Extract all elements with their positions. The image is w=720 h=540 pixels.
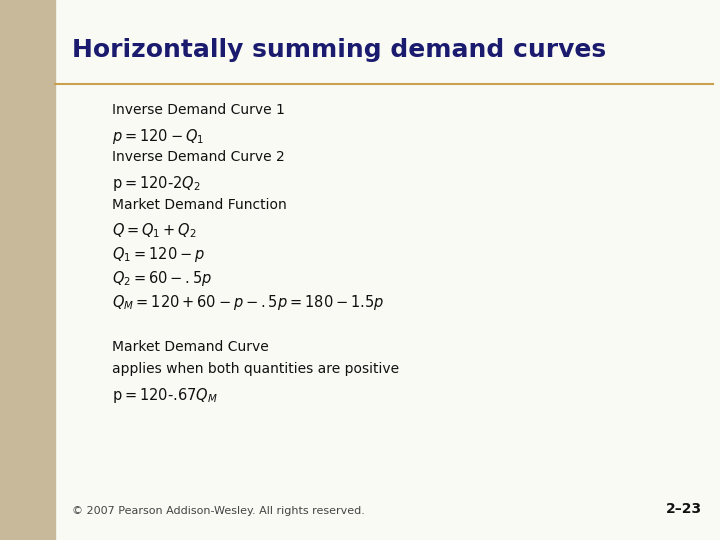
Text: applies when both quantities are positive: applies when both quantities are positiv… <box>112 362 399 376</box>
Text: $\mathrm{p} = 120\text{-}2Q_2$: $\mathrm{p} = 120\text{-}2Q_2$ <box>112 174 200 193</box>
Text: Market Demand Curve: Market Demand Curve <box>112 340 269 354</box>
Text: $p = 120 - Q_1$: $p = 120 - Q_1$ <box>112 127 204 146</box>
Text: $Q = Q_1 + Q_2$: $Q = Q_1 + Q_2$ <box>112 221 197 240</box>
Text: Inverse Demand Curve 2: Inverse Demand Curve 2 <box>112 150 284 164</box>
Bar <box>0 0 55 540</box>
Text: $Q_1 = 120 - p$: $Q_1 = 120 - p$ <box>112 245 204 264</box>
Text: $Q_2 = 60 - .5p$: $Q_2 = 60 - .5p$ <box>112 269 212 288</box>
Text: $Q_M = 120+60-p-.5p = 180-1.5p$: $Q_M = 120+60-p-.5p = 180-1.5p$ <box>112 293 384 312</box>
Text: $\mathrm{p} = 120\text{-.}67Q_M$: $\mathrm{p} = 120\text{-.}67Q_M$ <box>112 386 217 404</box>
Text: Horizontally summing demand curves: Horizontally summing demand curves <box>72 38 606 62</box>
Text: Inverse Demand Curve 1: Inverse Demand Curve 1 <box>112 103 284 117</box>
Text: © 2007 Pearson Addison-Wesley. All rights reserved.: © 2007 Pearson Addison-Wesley. All right… <box>72 505 365 516</box>
Text: 2–23: 2–23 <box>666 502 702 516</box>
Text: Market Demand Function: Market Demand Function <box>112 198 287 212</box>
